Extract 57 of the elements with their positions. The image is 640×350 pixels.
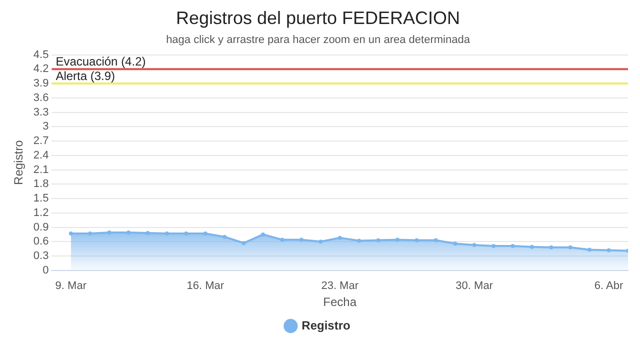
y-tick-label: 3.6 bbox=[33, 92, 49, 104]
y-tick-label: 0.3 bbox=[33, 250, 49, 262]
point bbox=[242, 241, 246, 246]
point bbox=[549, 245, 554, 250]
ref-line-label: Alerta (3.9) bbox=[56, 68, 116, 83]
point bbox=[184, 232, 188, 236]
y-axis-title: Registro bbox=[12, 140, 26, 185]
point bbox=[318, 240, 323, 244]
legend-label: Registro bbox=[302, 318, 350, 332]
point bbox=[203, 232, 208, 236]
point bbox=[434, 238, 438, 242]
x-tick-label: 23. Mar bbox=[321, 280, 359, 292]
y-tick-label: 0.9 bbox=[33, 221, 49, 234]
x-tick-label: 6. Abr bbox=[594, 280, 624, 292]
point bbox=[510, 244, 515, 248]
point bbox=[299, 238, 304, 242]
y-tick-label: 4.5 bbox=[33, 48, 49, 61]
point bbox=[261, 232, 266, 236]
point bbox=[88, 232, 92, 236]
point bbox=[280, 238, 284, 242]
point bbox=[164, 232, 169, 236]
ref-line-label: Evacuación (4.2) bbox=[56, 54, 146, 68]
point bbox=[146, 231, 150, 236]
point bbox=[414, 238, 419, 242]
y-tick-label: 0.6 bbox=[33, 236, 49, 248]
point bbox=[530, 244, 534, 249]
point bbox=[107, 230, 112, 235]
point bbox=[68, 232, 73, 236]
chart-subtitle: haga click y arrastre para hacer zoom en un area determinada bbox=[166, 34, 471, 46]
point bbox=[453, 242, 458, 246]
point bbox=[588, 248, 592, 252]
point bbox=[338, 236, 342, 240]
y-tick-label: 1.2 bbox=[33, 206, 49, 219]
y-tick-label: 2.1 bbox=[33, 164, 49, 176]
point bbox=[472, 243, 476, 248]
y-tick-label: 2.7 bbox=[33, 135, 49, 148]
point bbox=[376, 238, 380, 242]
y-tick-label: 2.4 bbox=[33, 149, 49, 162]
x-tick-label: 9. Mar bbox=[55, 280, 87, 292]
x-axis-title: Fecha bbox=[323, 295, 357, 310]
y-tick-label: 3 bbox=[42, 120, 49, 133]
point bbox=[492, 244, 496, 248]
point bbox=[395, 238, 400, 242]
y-tick-label: 1.8 bbox=[33, 178, 49, 190]
point bbox=[222, 234, 227, 239]
chart-title: Registros del puerto FEDERACION bbox=[176, 8, 460, 28]
x-tick-label: 16. Mar bbox=[186, 280, 224, 292]
x-tick-label: 30. Mar bbox=[456, 280, 494, 292]
y-tick-label: 3.3 bbox=[33, 106, 49, 118]
y-tick-label: 0 bbox=[42, 264, 49, 276]
point bbox=[126, 230, 131, 235]
y-tick-label: 4.2 bbox=[33, 63, 49, 76]
y-tick-label: 3.9 bbox=[33, 78, 49, 90]
y-tick-label: 1.5 bbox=[33, 192, 49, 205]
point bbox=[568, 245, 572, 250]
point bbox=[357, 238, 362, 243]
point bbox=[606, 248, 611, 252]
